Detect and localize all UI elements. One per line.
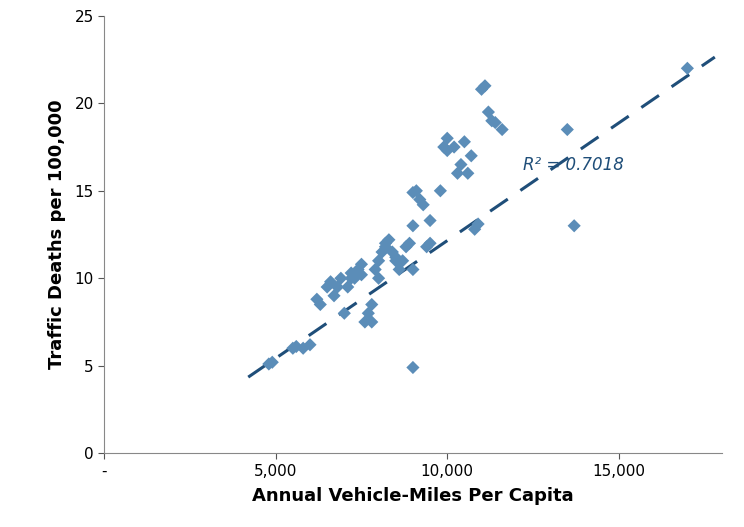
Point	[486, 116, 498, 125]
Point	[682, 64, 693, 73]
Y-axis label: Traffic Deaths per 100,000: Traffic Deaths per 100,000	[48, 100, 66, 369]
Point	[356, 270, 368, 279]
Point	[304, 340, 316, 349]
Point	[373, 274, 385, 282]
Point	[311, 295, 323, 304]
Point	[400, 242, 412, 251]
Point	[441, 134, 453, 142]
Point	[356, 260, 368, 268]
Point	[287, 344, 299, 353]
Point	[290, 342, 302, 350]
Point	[366, 318, 378, 326]
Point	[462, 169, 474, 178]
Point	[379, 242, 391, 251]
Point	[362, 309, 374, 317]
Point	[297, 344, 309, 353]
Point	[475, 85, 487, 93]
Point	[328, 291, 340, 300]
Point	[266, 358, 278, 366]
Point	[469, 225, 481, 233]
Point	[324, 278, 336, 286]
Point	[465, 152, 477, 160]
Point	[407, 221, 419, 230]
Point	[335, 274, 347, 282]
Point	[366, 300, 378, 309]
Point	[345, 269, 357, 277]
X-axis label: Annual Vehicle-Miles Per Capita: Annual Vehicle-Miles Per Capita	[252, 487, 574, 505]
Point	[315, 300, 327, 309]
Point	[434, 187, 446, 195]
Point	[407, 265, 419, 274]
Point	[390, 253, 402, 261]
Point	[352, 265, 364, 274]
Point	[448, 143, 460, 151]
Point	[379, 239, 391, 248]
Point	[369, 265, 381, 274]
Point	[424, 239, 436, 248]
Point	[479, 82, 491, 90]
Point	[397, 257, 408, 265]
Point	[568, 221, 580, 230]
Point	[332, 283, 344, 291]
Point	[482, 108, 494, 116]
Point	[472, 220, 484, 228]
Point	[414, 196, 426, 204]
Point	[458, 138, 470, 146]
Point	[386, 248, 398, 256]
Point	[373, 257, 385, 265]
Point	[321, 283, 333, 291]
Point	[263, 360, 275, 368]
Point	[349, 274, 361, 282]
Point	[417, 201, 429, 209]
Point	[420, 242, 432, 251]
Point	[341, 283, 353, 291]
Point	[407, 188, 419, 197]
Point	[455, 160, 467, 169]
Point	[424, 216, 436, 225]
Point	[359, 318, 371, 326]
Point	[390, 257, 402, 265]
Point	[437, 143, 449, 151]
Point	[345, 274, 357, 282]
Point	[394, 265, 405, 274]
Point	[376, 248, 388, 256]
Point	[496, 125, 508, 134]
Point	[452, 169, 464, 178]
Point	[490, 119, 501, 127]
Point	[339, 309, 350, 317]
Point	[403, 239, 415, 248]
Text: R² = 0.7018: R² = 0.7018	[523, 156, 623, 174]
Point	[407, 363, 419, 372]
Point	[561, 125, 573, 134]
Point	[383, 236, 395, 244]
Point	[411, 187, 423, 195]
Point	[441, 147, 453, 155]
